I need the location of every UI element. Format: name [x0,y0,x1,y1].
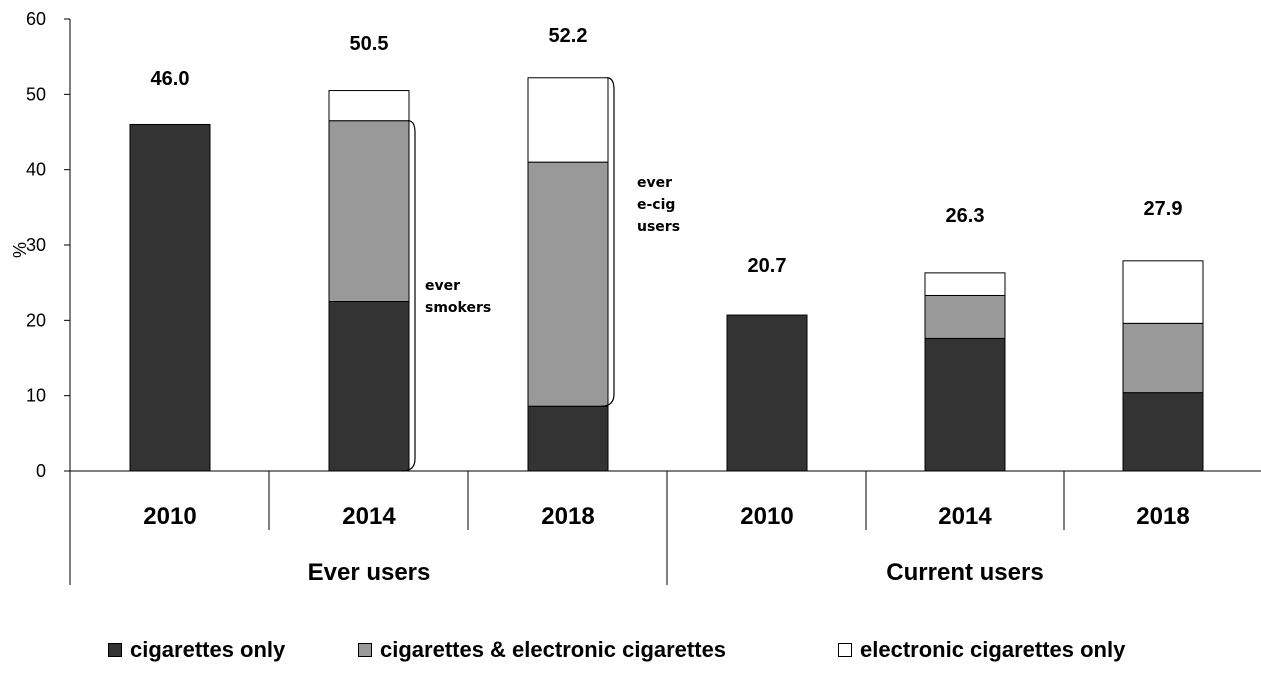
total-label-1: 50.5 [350,33,389,55]
bar-segment-2-2 [527,77,609,163]
category-label-2: 2018 [541,503,594,530]
legend-item-ecig-only: electronic cigarettes only [838,637,1125,663]
legend-item-cigarettes-and-ecig: cigarettes & electronic cigarettes [358,637,726,663]
bar-segment-3-0 [726,314,808,472]
bar-segment-4-2 [924,272,1006,296]
y-tick-label-30: 30 [26,235,46,255]
group-label-0: Ever users [308,559,431,586]
annotation-0-line-0: ever [425,278,460,294]
bar-segment-1-0 [328,301,410,472]
category-label-1: 2014 [342,503,396,530]
bar-segment-2-0 [527,405,609,472]
bar-segment-2-1 [527,161,609,407]
legend-label-ecig-only: electronic cigarettes only [860,637,1126,662]
y-axis-label: % [10,242,30,258]
legend-swatch-cigarettes-and-ecig [358,643,372,657]
axes: 0 10 20 30 40 50 60% [10,9,1261,585]
bar-segment-1-1 [328,120,410,302]
legend-label-cigarettes-only: cigarettes only [130,637,286,662]
annotation-1-line-1: e-cig [637,197,675,213]
bracket-ever-smokers [401,120,416,472]
legend-swatch-ecig-only [838,643,852,657]
annotation-1-line-2: users [637,219,680,235]
bar-segment-0-0 [129,123,211,472]
bar-segment-1-2 [328,90,410,122]
group-label-1: Current users [886,559,1043,586]
legend-swatch-cigarettes-only [108,643,122,657]
stacked-bar-chart: 0 10 20 30 40 50 60% 2010 2014 2018 2010 2014 2018 E… [10,9,1261,586]
total-label-2: 52.2 [549,25,588,47]
y-tick-label-60: 60 [26,9,46,29]
category-label-4: 2014 [938,503,992,530]
annotation-0-line-1: smokers [425,300,491,316]
bar-segment-5-1 [1122,322,1204,394]
y-tick-label-20: 20 [26,310,46,330]
y-tick-label-50: 50 [26,84,46,104]
y-tick-label-10: 10 [26,386,46,406]
category-label-3: 2010 [740,503,793,530]
bar-segment-4-0 [924,337,1006,472]
category-label-5: 2018 [1136,503,1189,530]
total-label-4: 26.3 [946,205,985,227]
annotation-1-line-0: ever [637,175,672,191]
bracket-ever-ecig-users [600,77,615,407]
bar-segment-5-2 [1122,260,1204,324]
total-label-3: 20.7 [748,255,787,277]
y-tick-label-40: 40 [26,160,46,180]
y-tick-label-0: 0 [36,461,46,481]
bars [129,77,1204,472]
bar-segment-4-1 [924,294,1006,339]
category-label-0: 2010 [143,503,196,530]
total-label-0: 46.0 [151,68,190,90]
legend-label-cigarettes-and-ecig: cigarettes & electronic cigarettes [380,637,727,662]
bar-segment-5-0 [1122,392,1204,472]
total-label-5: 27.9 [1144,198,1183,220]
labels: 2010 2014 2018 2010 2014 2018 Ever users Curren… [143,25,1189,586]
legend-item-cigarettes-only: cigarettes only [108,637,285,663]
